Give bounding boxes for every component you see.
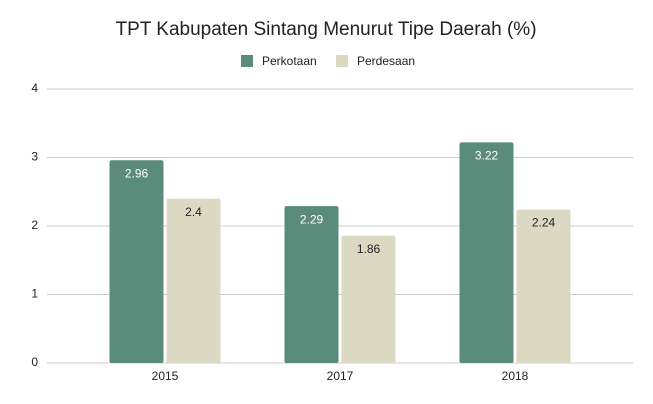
value-label: 2.4 [185,205,202,219]
x-tick-label: 2015 [152,369,179,383]
bar [166,198,221,363]
value-label: 2.96 [125,166,149,180]
legend-swatch [241,55,253,67]
bar [459,142,514,363]
legend-label: Perdesaan [357,54,415,68]
bar [341,235,396,363]
x-tick-label: 2017 [327,369,354,383]
value-label: 2.29 [300,212,324,226]
legend-label: Perkotaan [262,54,317,68]
y-tick-label: 0 [31,355,38,369]
chart-title: TPT Kabupaten Sintang Menurut Tipe Daera… [115,19,536,40]
value-label: 2.24 [532,216,556,230]
y-tick-label: 2 [31,218,38,232]
y-tick-label: 1 [31,287,38,301]
value-label: 3.22 [475,149,499,163]
x-tick-label: 2018 [502,369,529,383]
bar [284,206,339,363]
bar [109,160,164,363]
y-tick-label: 3 [31,150,38,164]
value-label: 1.86 [357,242,381,256]
legend-swatch [336,55,348,67]
y-tick-label: 4 [31,81,38,95]
bar [516,209,571,363]
